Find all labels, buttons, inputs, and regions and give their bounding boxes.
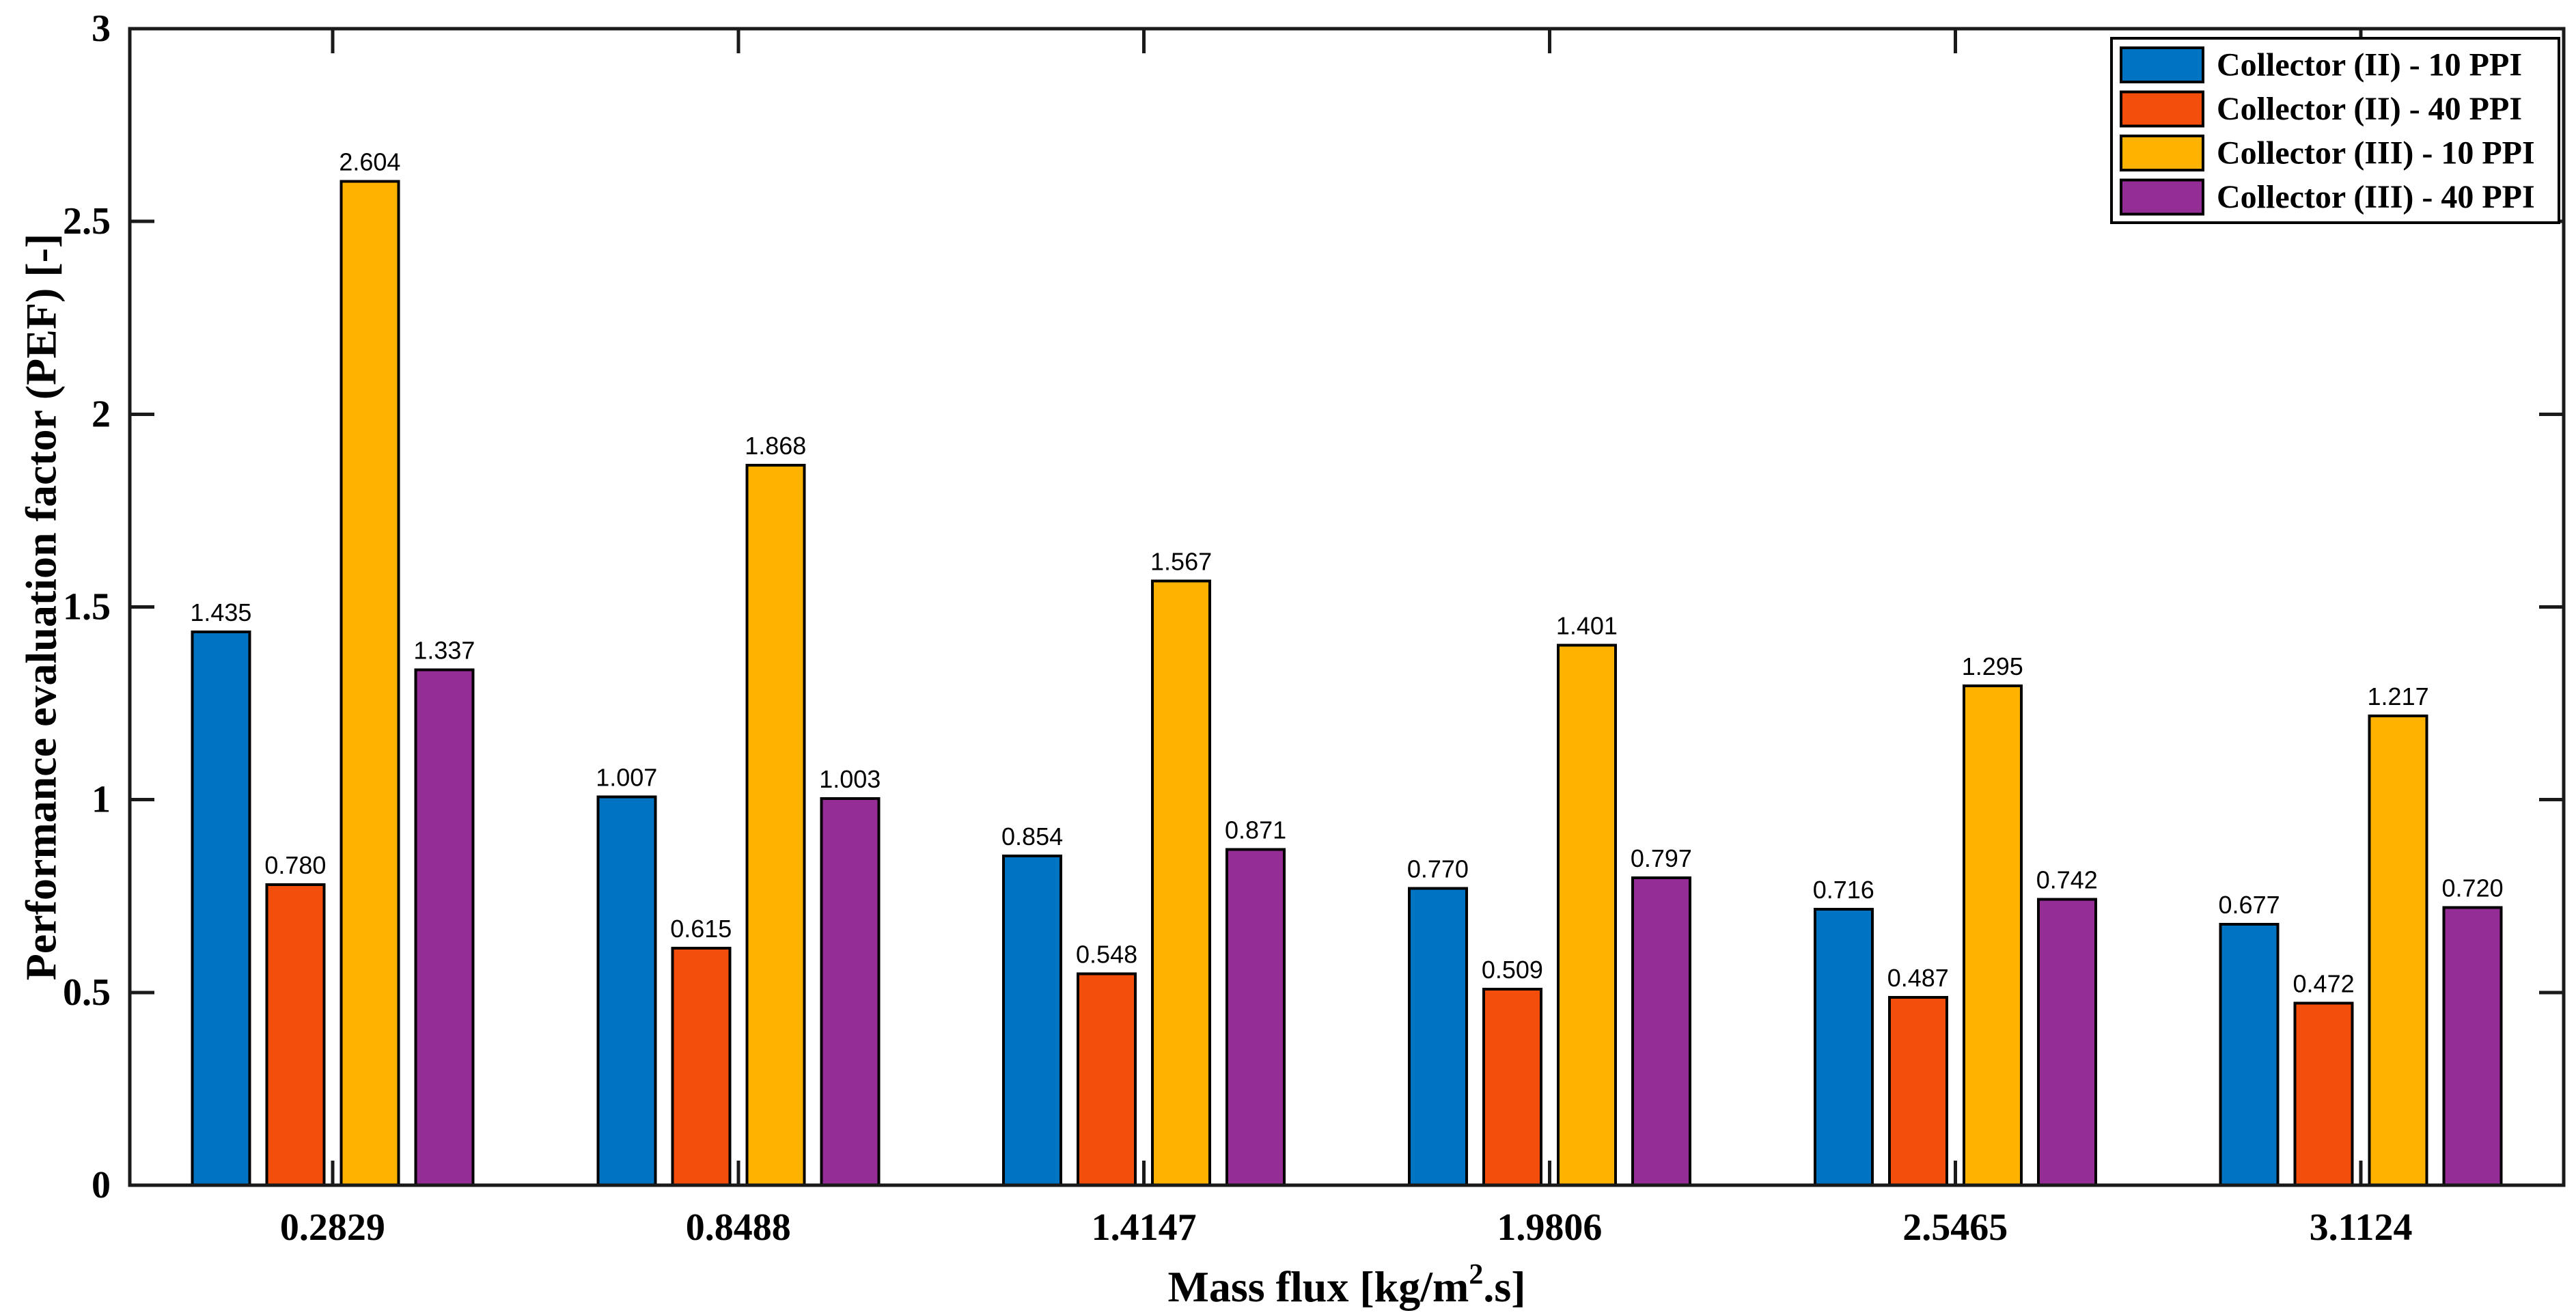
y-tick-label: 0.5 (63, 971, 111, 1014)
legend-item: Collector (II) - 10 PPI (2120, 46, 2522, 83)
bar-value-label: 1.435 (190, 598, 251, 626)
x-tick-label: 1.4147 (1092, 1206, 1197, 1249)
bar-series4-cat2 (820, 797, 881, 1187)
legend-item: Collector (III) - 40 PPI (2120, 178, 2535, 216)
bar-series4-cat6 (2442, 906, 2503, 1187)
legend-item: Collector (II) - 40 PPI (2120, 90, 2522, 128)
bar-series2-cat5 (1887, 996, 1948, 1187)
bar-series1-cat6 (2219, 922, 2280, 1187)
bar-value-label: 1.007 (596, 764, 657, 792)
bar-value-label: 0.472 (2293, 970, 2355, 998)
bar-value-label: 1.567 (1150, 548, 1212, 576)
legend-label: Collector (II) - 40 PPI (2217, 91, 2522, 127)
bar-value-label: 0.770 (1407, 855, 1469, 883)
bar-series4-cat3 (1225, 848, 1286, 1187)
bar-series2-cat3 (1077, 972, 1137, 1187)
bar-value-label: 0.677 (2219, 891, 2280, 919)
bar-series2-cat6 (2293, 1001, 2354, 1187)
bar-value-label: 1.868 (745, 432, 806, 460)
y-tick-label: 1 (92, 779, 111, 821)
y-tick-label: 2.5 (63, 200, 111, 243)
bar-value-label: 1.295 (1962, 652, 2023, 680)
bar-value-label: 0.548 (1076, 941, 1137, 969)
bar-series1-cat4 (1407, 887, 1468, 1187)
y-tick-label: 2 (92, 393, 111, 435)
bar-series1-cat2 (596, 795, 657, 1187)
x-tick-label: 0.8488 (686, 1206, 791, 1249)
y-axis-label: Performance evaluation factor (PEF) [-] (17, 234, 66, 981)
legend-swatch-series1 (2120, 46, 2204, 83)
legend-swatch-series3 (2120, 135, 2204, 171)
bar-value-label: 0.720 (2442, 874, 2504, 902)
bar-series1-cat1 (191, 631, 251, 1187)
x-axis-label-pre: Mass flux [kg/m (1167, 1262, 1469, 1311)
bar-value-label: 0.780 (264, 851, 326, 879)
bar-series1-cat3 (1002, 855, 1063, 1187)
bar-series2-cat1 (265, 883, 326, 1187)
bar-series3-cat2 (745, 463, 806, 1187)
bar-series2-cat4 (1482, 987, 1542, 1187)
legend-swatch-series2 (2120, 90, 2204, 128)
y-tick-label: 0 (92, 1164, 111, 1206)
bar-value-label: 1.337 (413, 636, 475, 664)
bar-series3-cat5 (1962, 684, 2023, 1187)
legend-swatch-series4 (2120, 178, 2204, 216)
bar-series3-cat4 (1556, 643, 1617, 1187)
legend-item: Collector (III) - 10 PPI (2120, 135, 2535, 171)
legend: Collector (II) - 10 PPI Collector (II) - … (2110, 37, 2560, 224)
bar-value-label: 0.871 (1225, 816, 1286, 844)
bar-value-label: 2.604 (339, 148, 400, 176)
x-tick-labels-group: 0.2829 0.8488 1.4147 1.9806 2.5465 3.1124 (280, 1206, 2413, 1249)
x-tick-label: 0.2829 (280, 1206, 385, 1249)
legend-label: Collector (II) - 10 PPI (2217, 47, 2522, 83)
x-axis-label-post: .s] (1483, 1262, 1525, 1311)
bar-value-label: 0.797 (1631, 844, 1692, 872)
x-axis-label: Mass flux [kg/m2.s] (1167, 1259, 1525, 1311)
x-axis-label-sup: 2 (1469, 1259, 1483, 1290)
bar-series3-cat3 (1151, 579, 1212, 1187)
bar-series3-cat6 (2368, 715, 2428, 1187)
bar-series4-cat1 (414, 668, 475, 1187)
bar-value-label: 0.509 (1482, 956, 1543, 984)
x-tick-label: 1.9806 (1497, 1206, 1602, 1249)
bar-value-label: 1.003 (819, 765, 881, 793)
bar-series1-cat5 (1813, 907, 1874, 1187)
y-tick-label: 3 (92, 8, 111, 50)
x-tick-label: 2.5465 (1902, 1206, 2008, 1249)
x-tick-label: 3.1124 (2310, 1206, 2413, 1249)
bar-value-label: 1.217 (2368, 682, 2429, 710)
bar-series2-cat2 (671, 946, 732, 1187)
bar-value-label: 0.742 (2036, 866, 2098, 894)
legend-label: Collector (III) - 10 PPI (2217, 135, 2535, 171)
bar-series4-cat4 (1631, 876, 1691, 1187)
y-tick-labels-group: 0 0.5 1 1.5 2 2.5 3 (63, 8, 111, 1206)
bars-group: 1.435 1.007 0.854 0.770 0.716 0.677 0.780 0.615… (190, 148, 2504, 1187)
bar-series3-cat1 (340, 180, 400, 1187)
bar-value-label: 0.854 (1001, 822, 1063, 850)
bar-series4-cat5 (2036, 898, 2097, 1187)
tick-marks-group (130, 29, 2564, 1185)
bar-value-label: 0.487 (1887, 964, 1949, 992)
bar-value-label: 0.615 (670, 915, 732, 943)
bar-value-label: 1.401 (1556, 611, 1618, 639)
y-tick-label: 1.5 (63, 586, 111, 628)
bar-value-label: 0.716 (1813, 876, 1874, 904)
legend-label: Collector (III) - 40 PPI (2217, 179, 2535, 215)
